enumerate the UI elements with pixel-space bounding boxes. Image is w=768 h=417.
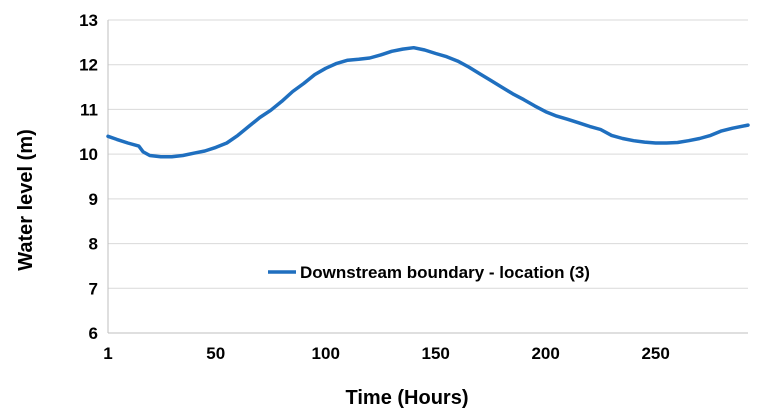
y-tick-label: 10 — [79, 145, 98, 164]
x-tick-label: 200 — [531, 344, 559, 363]
y-tick-label: 6 — [89, 324, 98, 343]
x-tick-label: 50 — [206, 344, 225, 363]
y-tick-label: 13 — [79, 11, 98, 30]
x-axis-title: Time (Hours) — [346, 387, 469, 409]
legend-label: Downstream boundary - location (3) — [300, 263, 590, 282]
y-tick-label: 8 — [89, 235, 98, 254]
y-axis-title: Water level (m) — [15, 129, 37, 271]
gridlines — [108, 19, 748, 289]
axes — [107, 20, 748, 334]
series-layer — [106, 45, 750, 159]
x-tick-label: 250 — [641, 344, 669, 363]
series-line-0 — [106, 45, 750, 159]
x-tick-label: 100 — [312, 344, 340, 363]
y-tick-label: 12 — [79, 56, 98, 75]
x-tick-label: 150 — [422, 344, 450, 363]
y-tick-label: 7 — [89, 279, 98, 298]
y-tick-label: 9 — [89, 190, 98, 209]
legend: Downstream boundary - location (3) — [268, 263, 590, 282]
x-tick-label: 1 — [103, 344, 112, 363]
y-tick-label: 11 — [80, 100, 98, 119]
